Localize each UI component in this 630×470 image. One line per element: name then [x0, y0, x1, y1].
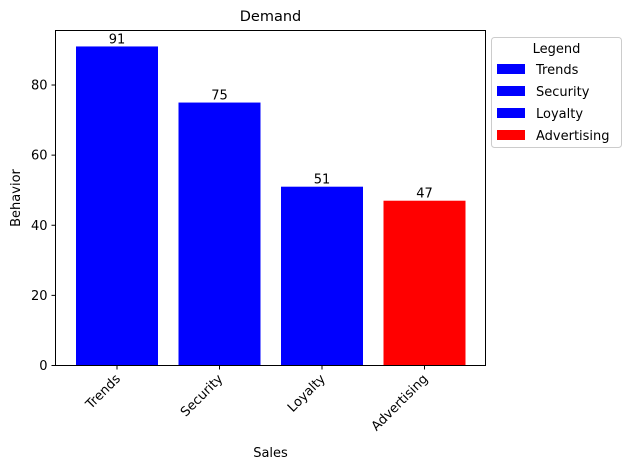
y-tick-label-20: 20: [31, 289, 48, 304]
legend-label-loyalty: Loyalty: [536, 107, 583, 122]
bar-loyalty: [281, 186, 363, 366]
data-label-security: 75: [211, 89, 228, 104]
x-tick-label-loyalty: Loyalty: [285, 372, 329, 416]
legend-title: Legend: [533, 42, 581, 57]
bars-group: [76, 46, 466, 366]
y-axis-ticks: 0 20 40 60 80: [31, 79, 56, 374]
y-tick-label-0: 0: [39, 359, 47, 374]
data-label-advertising: 47: [416, 187, 433, 202]
bar-trends: [76, 46, 158, 366]
x-axis-ticks: Trends Security Loyalty Advertising: [83, 365, 432, 435]
y-axis-label: Behavior: [9, 168, 24, 226]
y-tick-label-60: 60: [31, 149, 48, 164]
data-labels-group: 91 75 51 47: [109, 32, 433, 201]
legend-swatch-trends: [497, 64, 525, 74]
y-tick-label-40: 40: [31, 219, 48, 234]
legend-swatch-security: [497, 86, 525, 96]
y-tick-label-80: 80: [31, 79, 48, 94]
bar-advertising: [383, 200, 466, 366]
data-label-loyalty: 51: [314, 173, 331, 188]
legend-swatch-advertising: [497, 130, 525, 140]
plot-area-frame: [55, 30, 486, 366]
legend-label-security: Security: [536, 85, 590, 100]
legend-label-advertising: Advertising: [536, 129, 610, 144]
legend-entries: Trends Security Loyalty Advertising: [497, 63, 610, 144]
chart-title: Demand: [240, 9, 302, 25]
bar-security: [178, 102, 261, 366]
x-tick-label-advertising: Advertising: [369, 372, 432, 435]
data-label-trends: 91: [109, 32, 126, 47]
legend-swatch-loyalty: [497, 108, 525, 118]
x-axis-label: Sales: [253, 446, 288, 461]
x-tick-label-security: Security: [178, 372, 227, 421]
legend: Legend Trends Security Loyalty Advertising: [491, 37, 622, 148]
legend-label-trends: Trends: [535, 63, 579, 78]
x-tick-label-trends: Trends: [83, 372, 124, 413]
